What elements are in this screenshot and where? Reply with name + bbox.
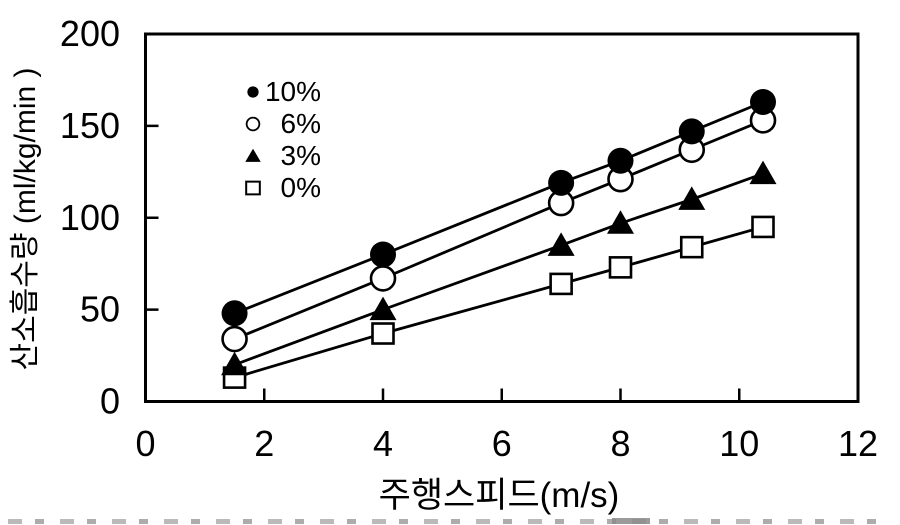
data-point-0%: [608, 256, 633, 279]
data-point-10%: [548, 169, 575, 196]
data-point-10%: [607, 147, 634, 174]
cropped-text-fragments: [8, 519, 888, 524]
legend-label: 0%: [280, 172, 321, 203]
data-point-3%: [221, 351, 249, 376]
series-line-3%: [234, 172, 764, 367]
open-circle-icon: [243, 113, 263, 135]
data-point-3%: [607, 210, 634, 234]
cropped-text-fragment: [612, 518, 650, 524]
legend-label: 10%: [264, 76, 321, 107]
legend-label: 6%: [280, 108, 321, 139]
series-line-0%: [234, 225, 764, 379]
filled-triangle-icon: [243, 145, 263, 167]
data-point-6%: [221, 325, 248, 353]
data-point-0%: [751, 215, 775, 239]
x-tick-label: 8: [610, 423, 630, 464]
data-point-0%: [371, 322, 395, 345]
legend-item-6%: 6%: [243, 108, 321, 140]
open-square-icon: [243, 177, 263, 199]
data-point-10%: [370, 241, 396, 268]
x-tick-label: 6: [492, 423, 512, 464]
data-point-3%: [749, 160, 777, 185]
y-tick-label: 200: [60, 13, 120, 54]
data-point-10%: [750, 88, 776, 115]
data-point-3%: [547, 232, 575, 256]
data-point-0%: [549, 272, 573, 296]
y-axis-title: 산소흡수량 (ml/kg/min ): [9, 67, 42, 371]
x-axis-title: 주행스피드(m/s): [378, 476, 620, 515]
legend-item-3%: 3%: [243, 140, 321, 172]
legend-label: 3%: [280, 140, 321, 171]
x-tick-label: 12: [838, 423, 878, 464]
filled-circle-icon: [243, 81, 263, 103]
legend-item-0%: 0%: [243, 172, 321, 204]
y-tick-label: 100: [60, 197, 120, 238]
legend-item-10%: 10%: [243, 76, 321, 108]
plot-border: [144, 32, 860, 403]
data-point-3%: [369, 296, 397, 321]
data-point-0%: [679, 235, 704, 259]
y-tick-label: 150: [60, 105, 120, 146]
y-tick-label: 50: [80, 289, 120, 330]
x-tick-label: 10: [719, 423, 759, 464]
legend: 10% 6% 3% 0%: [243, 76, 321, 204]
x-tick-label: 4: [373, 423, 393, 464]
x-tick-label: 2: [254, 423, 274, 464]
data-point-3%: [678, 186, 706, 210]
data-point-10%: [221, 300, 248, 327]
x-tick-label: 0: [135, 423, 155, 464]
data-point-10%: [678, 118, 705, 145]
data-point-6%: [369, 265, 397, 292]
y-tick-label: 0: [100, 381, 120, 422]
